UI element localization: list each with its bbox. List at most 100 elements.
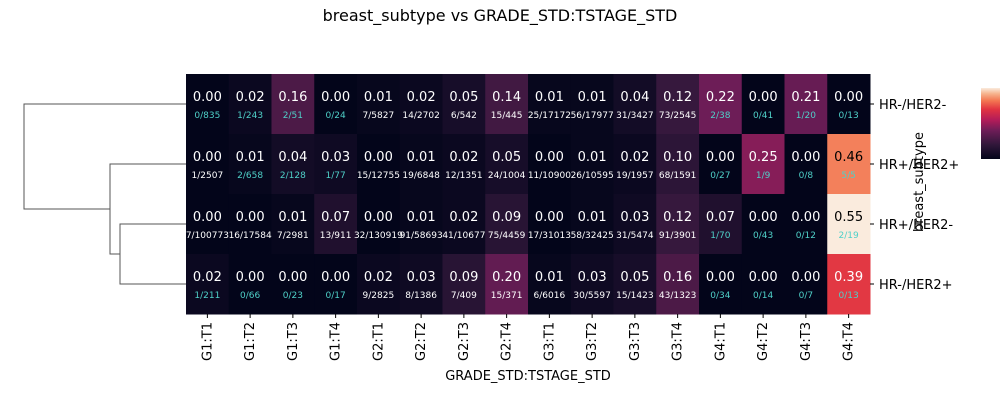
y-tick-label: HR-/HER2+ bbox=[879, 278, 953, 293]
cell-count-label: 2/51 bbox=[283, 111, 303, 121]
cell-count-label: 0/14 bbox=[753, 291, 773, 301]
cell-value-label: 0.12 bbox=[663, 210, 692, 225]
cell-value-label: 0.01 bbox=[407, 150, 436, 165]
heatmap-cell bbox=[314, 254, 358, 315]
heatmap-cell bbox=[741, 194, 785, 255]
heatmap-cell bbox=[399, 194, 443, 255]
cell-value-label: 0.05 bbox=[620, 270, 649, 285]
cell-count-label: 1/9 bbox=[756, 171, 771, 181]
heatmap-cell bbox=[827, 254, 871, 315]
dendrogram-branch bbox=[119, 223, 186, 285]
heatmap-cell bbox=[528, 254, 572, 315]
heatmap-cells bbox=[186, 74, 871, 315]
dendrogram-branch bbox=[23, 103, 186, 210]
heatmap-cell bbox=[314, 74, 358, 135]
heatmap-cell bbox=[613, 194, 657, 255]
cell-value-label: 0.00 bbox=[236, 270, 265, 285]
cell-count-label: 56/17977 bbox=[571, 111, 614, 121]
y-tick-label: HR+/HER2- bbox=[879, 218, 953, 233]
x-tick-label: G3:T3 bbox=[628, 322, 643, 361]
cell-value-label: 0.02 bbox=[236, 90, 265, 105]
x-tick-label: G4:T1 bbox=[713, 322, 728, 361]
x-tick-label: G3:T1 bbox=[542, 322, 557, 361]
cell-count-label: 11/10900 bbox=[528, 171, 571, 181]
heatmap-cell bbox=[186, 254, 230, 315]
cell-value-label: 0.07 bbox=[321, 210, 350, 225]
cell-value-label: 0.05 bbox=[492, 150, 521, 165]
cell-count-label: 1/77 bbox=[326, 171, 346, 181]
cell-value-label: 0.00 bbox=[364, 210, 393, 225]
x-tick-label: G2:T1 bbox=[371, 322, 386, 361]
heatmap-cell bbox=[271, 74, 315, 135]
cell-count-label: 41/10677 bbox=[442, 231, 485, 241]
heatmap-cell bbox=[399, 134, 443, 195]
heatmap-cell bbox=[228, 194, 272, 255]
cell-value-label: 0.03 bbox=[620, 210, 649, 225]
heatmap-cell bbox=[528, 194, 572, 255]
cell-value-label: 0.00 bbox=[749, 270, 778, 285]
heatmap-cell bbox=[485, 74, 529, 135]
cell-count-label: 73/2545 bbox=[659, 111, 696, 121]
cell-count-label: 0/8 bbox=[799, 171, 814, 181]
cell-count-label: 2/128 bbox=[280, 171, 306, 181]
cell-count-label: 13/911 bbox=[320, 231, 352, 241]
heatmap-cell bbox=[827, 74, 871, 135]
x-tick-label: G1:T3 bbox=[286, 322, 301, 361]
cell-count-label: 1/20 bbox=[796, 111, 816, 121]
cell-value-label: 0.10 bbox=[663, 150, 692, 165]
heatmap-cell bbox=[570, 254, 614, 315]
cell-value-label: 0.03 bbox=[321, 150, 350, 165]
cell-value-label: 0.09 bbox=[449, 270, 478, 285]
heatmap-cell bbox=[656, 254, 700, 315]
heatmap-cell bbox=[186, 194, 230, 255]
cell-count-label: 15/1423 bbox=[616, 291, 653, 301]
heatmap-cell bbox=[699, 254, 743, 315]
x-tick-label: G2:T2 bbox=[414, 322, 429, 361]
cell-value-label: 0.00 bbox=[535, 150, 564, 165]
dendrogram-branch bbox=[109, 163, 186, 255]
cell-value-label: 0.01 bbox=[578, 90, 607, 105]
cell-value-label: 0.00 bbox=[791, 270, 820, 285]
heatmap-cell bbox=[442, 134, 486, 195]
x-tick-label: G1:T2 bbox=[243, 322, 258, 361]
cell-count-label: 31/5474 bbox=[616, 231, 654, 241]
heatmap-cell bbox=[399, 254, 443, 315]
cell-value-label: 0.02 bbox=[449, 150, 478, 165]
cell-count-label: 0/23 bbox=[283, 291, 303, 301]
cell-count-label: 0/13 bbox=[839, 291, 859, 301]
cell-count-label: 0/24 bbox=[326, 111, 346, 121]
cell-count-label: 14/2702 bbox=[402, 111, 439, 121]
heatmap-cell bbox=[613, 134, 657, 195]
cell-count-label: 19/6848 bbox=[402, 171, 440, 181]
cell-value-label: 0.02 bbox=[449, 210, 478, 225]
cell-count-label: 30/5597 bbox=[573, 291, 610, 301]
cell-value-label: 0.39 bbox=[834, 270, 863, 285]
heatmap-cell bbox=[228, 74, 272, 135]
cell-value-label: 0.00 bbox=[278, 270, 307, 285]
heatmap-cell bbox=[271, 134, 315, 195]
cell-value-label: 0.02 bbox=[620, 150, 649, 165]
heatmap-cell bbox=[485, 194, 529, 255]
cell-value-label: 0.00 bbox=[364, 150, 393, 165]
cell-value-label: 0.00 bbox=[193, 90, 222, 105]
heatmap-cell bbox=[570, 194, 614, 255]
heatmap-cell bbox=[357, 194, 401, 255]
cell-count-label: 8/1386 bbox=[405, 291, 437, 301]
cell-value-label: 0.01 bbox=[278, 210, 307, 225]
heatmap-cell bbox=[656, 134, 700, 195]
heatmap-cell bbox=[228, 254, 272, 315]
heatmap-cell bbox=[314, 194, 358, 255]
heatmap-cell bbox=[699, 134, 743, 195]
heatmap-cell bbox=[784, 134, 828, 195]
cell-count-label: 0/34 bbox=[710, 291, 730, 301]
heatmap-cell bbox=[827, 194, 871, 255]
heatmap-cell bbox=[570, 134, 614, 195]
heatmap-cell bbox=[613, 254, 657, 315]
x-tick-label: G3:T2 bbox=[585, 322, 600, 361]
cell-count-label: 1/2507 bbox=[192, 171, 224, 181]
heatmap-cell bbox=[357, 74, 401, 135]
x-tick-labels: G1:T1 G1:T2 G1:T3 G1:T4 G2:T1 G2:T2 G2:T3 G2:T4… bbox=[200, 314, 857, 361]
cell-count-label: 7/100773 bbox=[186, 231, 229, 241]
cell-value-label: 0.00 bbox=[791, 150, 820, 165]
cell-value-label: 0.00 bbox=[321, 90, 350, 105]
